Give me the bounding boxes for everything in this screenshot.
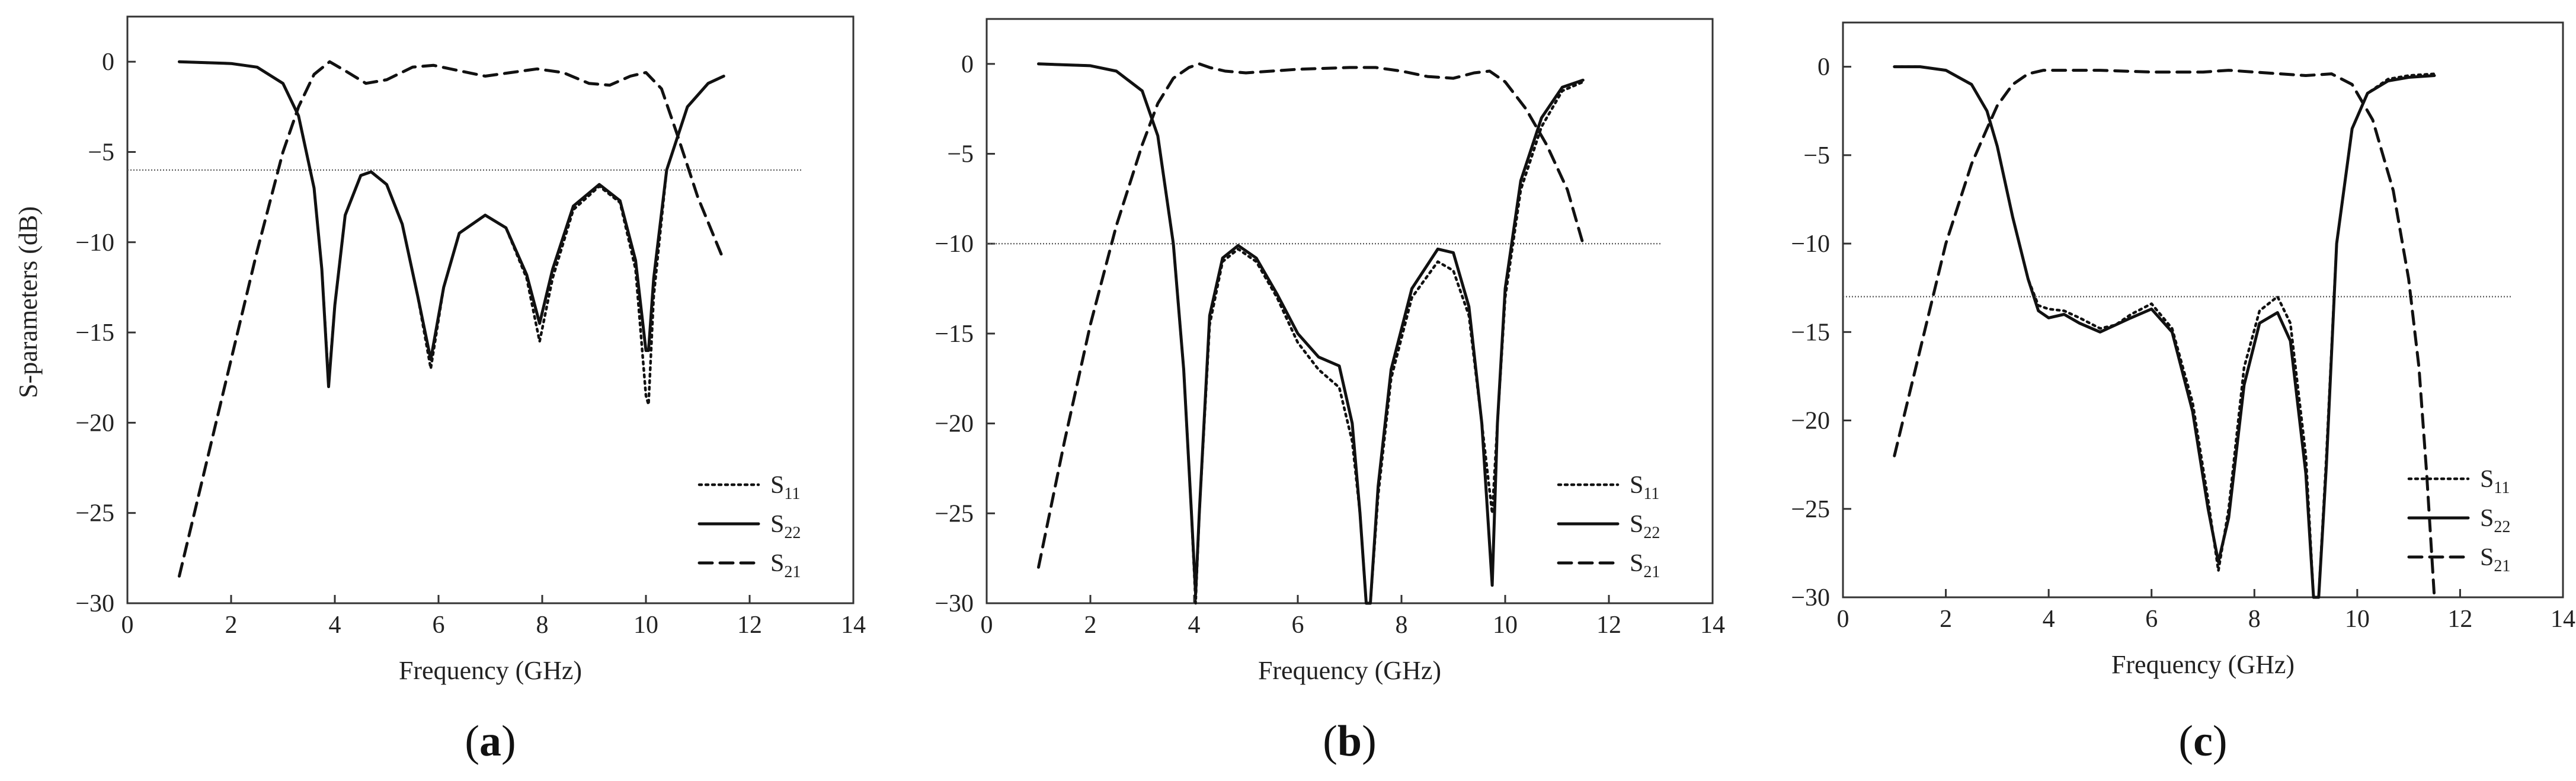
- y-tick-label: 0: [102, 49, 114, 76]
- x-tick-label: 2: [1940, 606, 1952, 633]
- x-tick-label: 4: [329, 612, 341, 639]
- y-tick-label: −25: [935, 500, 974, 527]
- legend-entry-s21: S21: [1630, 550, 1660, 581]
- y-tick-label: −20: [935, 411, 974, 438]
- x-tick-label: 14: [2551, 606, 2575, 633]
- legend-entry-s22: S22: [1630, 511, 1660, 542]
- y-tick-label: −30: [935, 590, 974, 617]
- panel-label: (a): [465, 717, 516, 766]
- x-tick-label: 8: [2248, 606, 2261, 633]
- legend-entry-s21: S21: [770, 550, 801, 581]
- series-s21-line: [1037, 62, 1585, 569]
- x-axis-title: Frequency (GHz): [2111, 650, 2295, 679]
- x-tick-label: 4: [2043, 606, 2055, 633]
- y-tick-label: −25: [75, 500, 114, 527]
- chart-panel-c: 0 2 4 6 8 10 12 14 0 −5 −10 −15 −20 −25 −30 Frequency (…: [1791, 21, 2575, 766]
- x-tick-label: 0: [981, 612, 993, 639]
- y-tick-label: −5: [947, 141, 974, 168]
- legend-entry-s11: S11: [2480, 466, 2510, 497]
- y-tick-label: −5: [1803, 142, 1830, 169]
- x-tick-label: 12: [737, 612, 762, 639]
- x-axis-title: Frequency (GHz): [399, 656, 582, 685]
- x-tick-label: 8: [536, 612, 549, 639]
- series-s11-line: [178, 60, 725, 406]
- x-tick-label: 14: [1700, 612, 1725, 639]
- series-s22-line: [1037, 62, 1585, 605]
- y-tick-label: −5: [88, 139, 114, 166]
- y-tick-label: −10: [935, 231, 974, 258]
- x-tick-label: 12: [1596, 612, 1621, 639]
- y-tick-label: −15: [935, 321, 974, 348]
- x-tick-label: 2: [225, 612, 238, 639]
- x-tick-label: 10: [2345, 606, 2370, 633]
- plot-frame: [985, 18, 1714, 604]
- y-tick-label: −30: [1791, 584, 1830, 612]
- x-tick-label: 8: [1396, 612, 1408, 639]
- x-tick-label: 0: [121, 612, 134, 639]
- y-tick-label: 0: [961, 51, 974, 78]
- x-axis-title: Frequency (GHz): [1258, 656, 1441, 685]
- legend-entry-s22: S22: [2480, 505, 2510, 536]
- x-tick-label: 4: [1188, 612, 1201, 639]
- series-s21-line: [178, 60, 725, 578]
- y-tick-label: −10: [1791, 231, 1830, 258]
- panel-label: (b): [1323, 717, 1376, 766]
- series-s11-line: [1893, 65, 2436, 599]
- x-tick-label: 10: [1493, 612, 1518, 639]
- y-tick-label: −10: [75, 229, 114, 257]
- y-axis-title: S-parameters (dB): [14, 206, 43, 398]
- x-tick-label: 0: [1837, 606, 1849, 633]
- chart-panel-a: 0 2 4 6 8 10 12 14 0 −5 −10 −15 −20 −25 −30 Frequency (…: [75, 15, 866, 766]
- plot-frame: [126, 15, 855, 604]
- y-tick-label: −20: [75, 409, 114, 437]
- y-tick-label: −25: [1791, 496, 1830, 523]
- legend-entry-s22: S22: [770, 511, 801, 542]
- x-tick-label: 12: [2447, 606, 2472, 633]
- legend-entry-s11: S11: [1630, 472, 1659, 503]
- panel-label: (c): [2178, 717, 2227, 766]
- legend-entry-s11: S11: [770, 472, 800, 503]
- y-tick-label: −15: [1791, 319, 1830, 346]
- y-tick-label: 0: [1817, 54, 1830, 81]
- x-tick-label: 6: [433, 612, 445, 639]
- x-tick-label: 2: [1084, 612, 1097, 639]
- x-tick-label: 10: [633, 612, 658, 639]
- y-tick-label: −30: [75, 590, 114, 617]
- series-s22-line: [1893, 65, 2436, 599]
- x-tick-label: 14: [841, 612, 866, 639]
- y-tick-label: −15: [75, 319, 114, 347]
- x-tick-label: 6: [1292, 612, 1304, 639]
- legend-entry-s21: S21: [2480, 544, 2510, 575]
- series-s22-line: [178, 60, 725, 388]
- series-s21-line: [1893, 69, 2436, 599]
- x-tick-label: 6: [2145, 606, 2158, 633]
- y-tick-label: −20: [1791, 408, 1830, 435]
- plot-frame: [1842, 21, 2564, 598]
- chart-panel-b: 0 2 4 6 8 10 12 14 0 −5 −10 −15 −20 −25 −30 Frequency (…: [935, 18, 1725, 766]
